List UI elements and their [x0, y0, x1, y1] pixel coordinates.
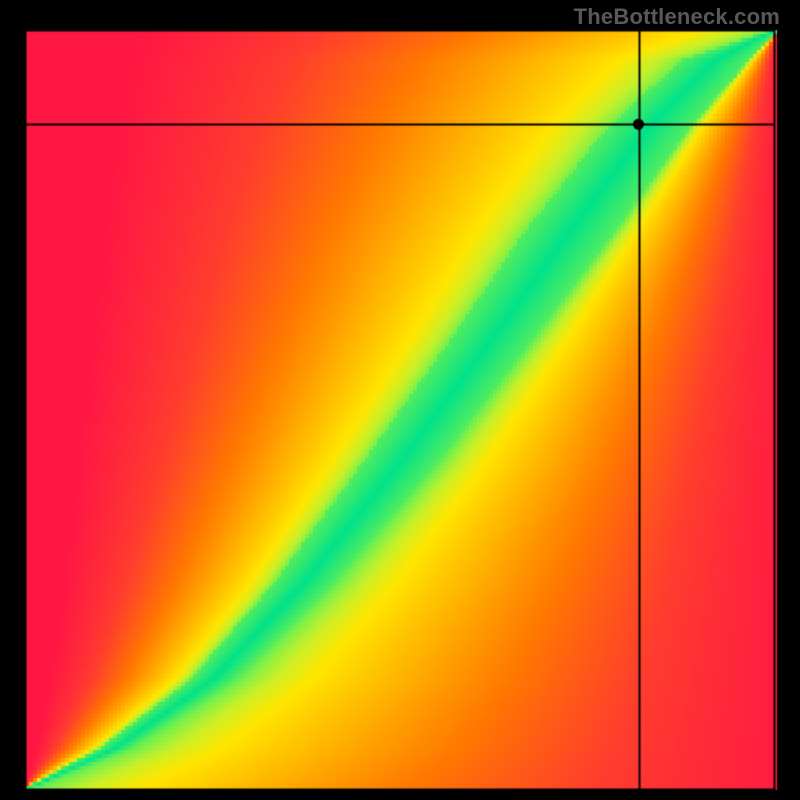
bottleneck-heatmap — [0, 0, 800, 800]
watermark-text: TheBottleneck.com — [574, 4, 780, 30]
